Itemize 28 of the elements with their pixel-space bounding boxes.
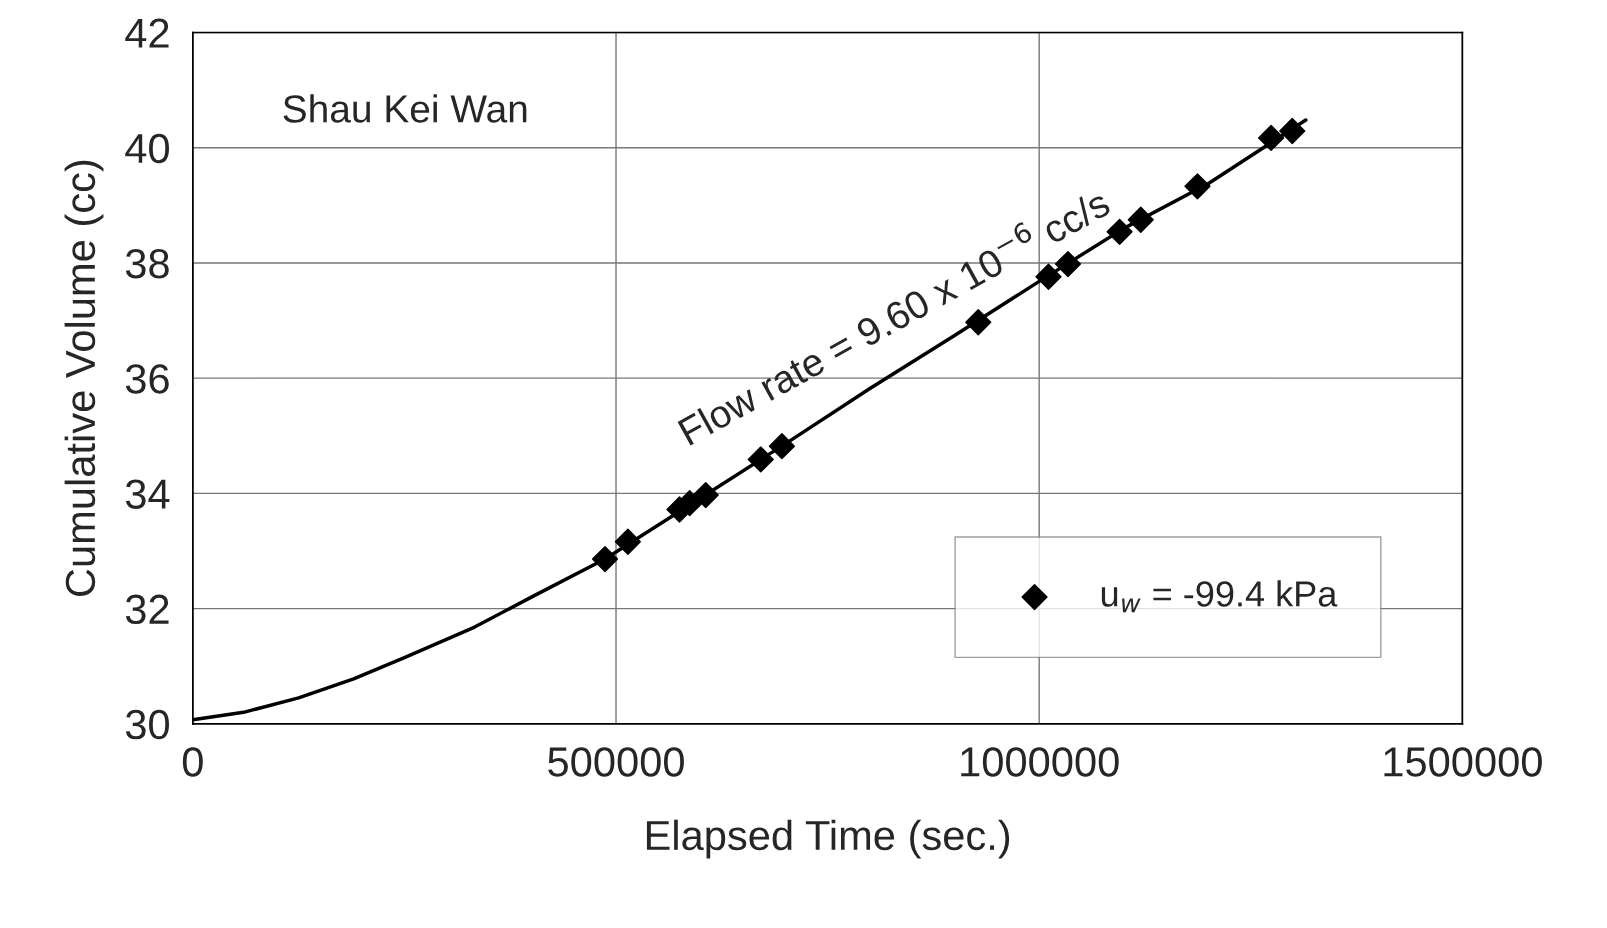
annotation: Flow rate = 9.60 x 10$^{−6}$ cc/s <box>673 181 1112 446</box>
x-axis-title: Elapsed Time (sec.) <box>646 819 1010 859</box>
point <box>1257 124 1285 152</box>
point <box>1127 206 1154 233</box>
y-tick-label: 30 <box>125 709 169 740</box>
point <box>1035 263 1062 290</box>
y-tick-label: 38 <box>125 248 169 279</box>
point <box>591 545 619 573</box>
annotation: Shau Kei Wan <box>283 94 527 123</box>
point <box>614 528 641 555</box>
point <box>965 309 992 336</box>
y-tick-label: 40 <box>125 133 169 164</box>
x-tick-label: 500000 <box>548 747 684 777</box>
legend-label: u$_{w}$ = -99.4 kPa <box>1101 580 1338 613</box>
y-tick-label: 42 <box>125 18 169 48</box>
point <box>692 481 719 509</box>
y-tick-label: 36 <box>125 364 169 394</box>
y-tick-label: 34 <box>125 479 170 509</box>
y-tick-label: 32 <box>125 594 169 625</box>
point <box>747 446 774 473</box>
point <box>1054 250 1082 278</box>
point <box>1279 117 1306 145</box>
x-tick-label: 1500000 <box>1384 747 1542 777</box>
x-tick-label: 0 <box>182 747 203 777</box>
y-axis-title: Cumulative Volume (cc) <box>64 160 104 597</box>
point <box>1184 173 1211 200</box>
x-tick-label: 1000000 <box>961 747 1119 777</box>
point <box>768 433 796 460</box>
